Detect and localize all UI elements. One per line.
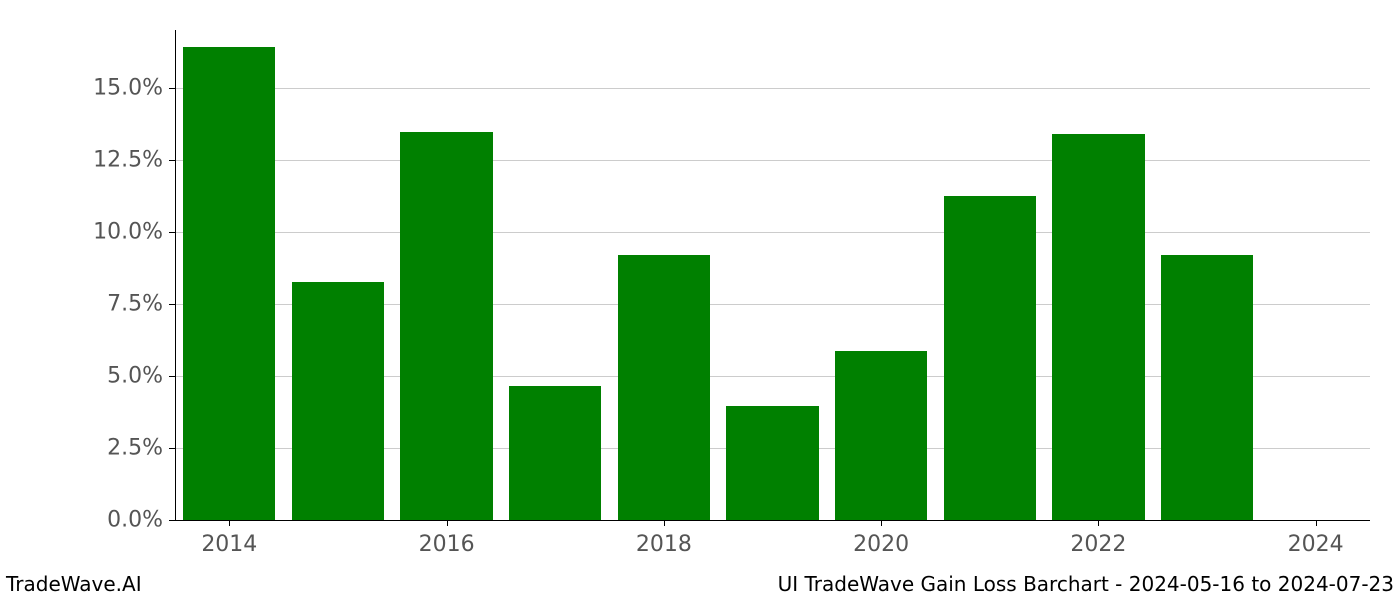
bar [1052, 134, 1144, 520]
footer-brand: TradeWave.AI [6, 572, 142, 596]
x-tick-label: 2024 [1288, 520, 1344, 557]
bar [400, 132, 492, 520]
y-tick-label: 15.0% [93, 75, 175, 100]
y-tick-label: 2.5% [107, 435, 175, 460]
bar [509, 386, 601, 520]
x-tick-label: 2020 [853, 520, 909, 557]
x-tick-label: 2018 [636, 520, 692, 557]
bar [183, 47, 275, 520]
grid-line [175, 88, 1370, 89]
x-tick-label: 2014 [201, 520, 257, 557]
plot-area: 0.0%2.5%5.0%7.5%10.0%12.5%15.0%201420162… [175, 30, 1370, 520]
x-axis-line [175, 520, 1370, 521]
bar [726, 406, 818, 520]
y-axis-line [175, 30, 176, 520]
y-tick-label: 10.0% [93, 219, 175, 244]
bar [292, 282, 384, 520]
y-tick-label: 12.5% [93, 147, 175, 172]
bar [618, 255, 710, 520]
bar [835, 351, 927, 520]
y-tick-label: 0.0% [107, 508, 175, 533]
y-tick-label: 7.5% [107, 291, 175, 316]
x-tick-label: 2022 [1070, 520, 1126, 557]
bar [1161, 255, 1253, 520]
y-tick-label: 5.0% [107, 363, 175, 388]
bar [944, 196, 1036, 520]
chart-container: 0.0% 2.5% 5.0% 7.5% 10.0% 12.5% 15.0% 2014 2016 2… [0, 0, 1400, 600]
grid-line [175, 232, 1370, 233]
grid-line [175, 160, 1370, 161]
footer-caption: UI TradeWave Gain Loss Barchart - 2024-0… [778, 572, 1394, 596]
x-tick-label: 2016 [419, 520, 475, 557]
